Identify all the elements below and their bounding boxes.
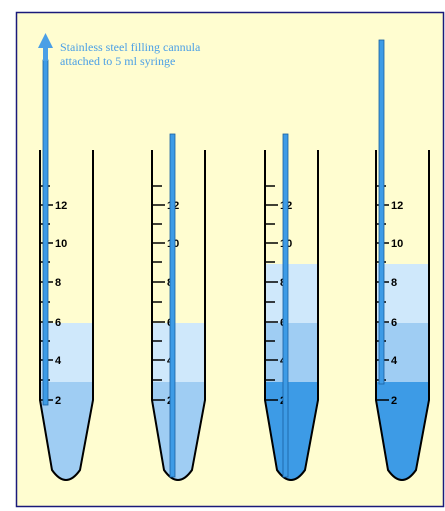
tube-3-layer-top — [265, 264, 318, 323]
tube-3-scale — [265, 185, 278, 401]
tube-2-outline — [151, 150, 206, 481]
tube-3-layer-bottom — [265, 382, 318, 480]
tube-3-outline — [264, 150, 319, 481]
tube-2-cannula — [169, 133, 176, 478]
tube-4-label-12: 12 — [391, 200, 403, 212]
tube-4-cannula — [378, 39, 385, 385]
tube-1-label-10: 10 — [55, 238, 67, 250]
tube-4-layer-bottom — [376, 382, 429, 480]
tube-4-label-2: 2 — [391, 395, 397, 407]
tube-4-label-10: 10 — [391, 238, 403, 250]
tube-1: 12 10 8 6 4 2 — [38, 33, 94, 481]
tube-4-outline — [375, 150, 430, 481]
tube-1-label-12: 12 — [55, 200, 67, 212]
arrow-shaft — [43, 47, 48, 61]
tube-1-label-8: 8 — [55, 277, 61, 289]
tube-2-layer-bottom — [152, 382, 205, 480]
tube-4-label-8: 8 — [391, 277, 397, 289]
tube-1-label-4: 4 — [55, 355, 62, 367]
tube-4: 12 10 8 6 4 2 — [375, 39, 430, 481]
tube-4-label-6: 6 — [391, 317, 397, 329]
arrow-up-icon — [38, 33, 53, 48]
tube-1-layer-top — [40, 323, 93, 382]
tube-4-label-4: 4 — [391, 355, 398, 367]
tube-3-cannula — [282, 133, 289, 478]
caption-line-1: Stainless steel filling cannula — [60, 40, 201, 54]
tube-3-layer-middle — [265, 323, 318, 382]
tube-2-layer-top — [152, 323, 205, 382]
tube-2: 12 10 8 6 4 2 — [151, 133, 206, 481]
caption-line-2: attached to 5 ml syringe — [60, 54, 176, 68]
tube-4-layer-top — [376, 264, 429, 323]
tube-1-outline — [39, 150, 94, 481]
tube-4-layer-middle — [376, 323, 429, 382]
tube-2-scale — [152, 185, 165, 401]
tube-1-label-6: 6 — [55, 317, 61, 329]
tube-1-cannula — [42, 59, 49, 406]
cannula-caption: Stainless steel filling cannula attached… — [60, 40, 260, 68]
tube-1-label-2: 2 — [55, 395, 61, 407]
tube-3: 12 10 8 6 4 2 — [264, 133, 319, 481]
tube-1-layer-bottom — [40, 382, 93, 480]
